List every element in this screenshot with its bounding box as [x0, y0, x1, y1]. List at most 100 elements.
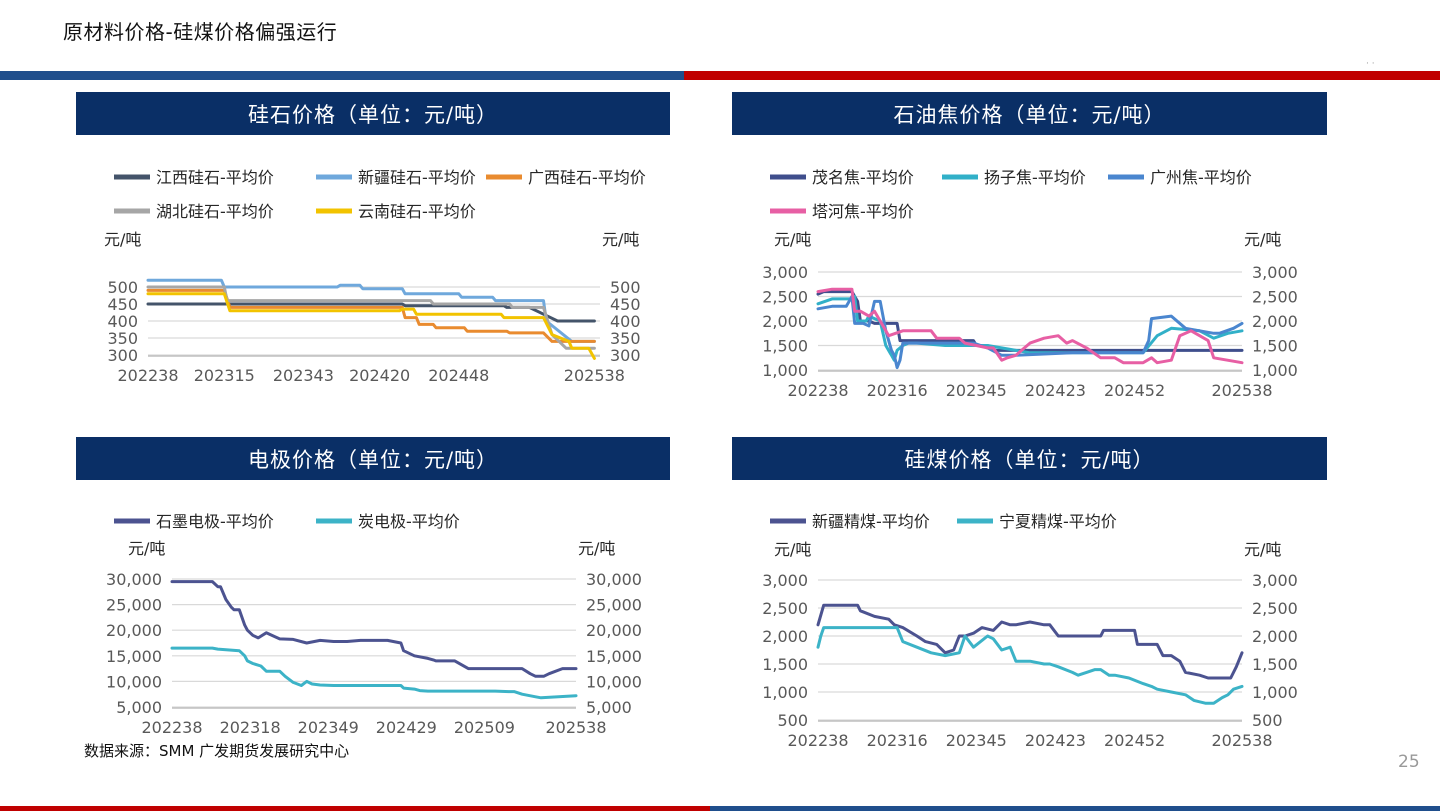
- legend-label: 扬子焦-平均价: [984, 168, 1086, 187]
- x-tick-label: 202345: [946, 381, 1007, 400]
- x-tick-label: 202538: [564, 366, 625, 385]
- series-line: [146, 292, 596, 360]
- series-line: [146, 288, 596, 343]
- y-tick-label-right: 1,000: [1252, 683, 1298, 702]
- legend-label: 新疆精煤-平均价: [812, 512, 930, 531]
- y-tick-label-left: 300: [107, 346, 138, 365]
- x-tick-label: 202345: [946, 731, 1007, 750]
- series-line: [816, 603, 1244, 680]
- y-axis-unit-right: 元/吨: [1244, 540, 1281, 559]
- x-tick-label: 202538: [1211, 381, 1272, 400]
- series-line: [170, 646, 578, 700]
- top-bar-blue: [0, 71, 684, 80]
- y-tick-label-right: 20,000: [586, 621, 642, 640]
- y-tick-label-left: 2,500: [762, 288, 808, 307]
- y-tick-label-right: 1,500: [1252, 655, 1298, 674]
- y-tick-label-left: 3,000: [762, 263, 808, 282]
- bottom-bar-blue: [710, 806, 1440, 811]
- y-tick-label-left: 15,000: [106, 647, 162, 666]
- legend-label: 新疆硅石-平均价: [358, 168, 476, 187]
- y-tick-label-left: 1,000: [762, 683, 808, 702]
- series-line: [816, 626, 1244, 705]
- legend-label: 炭电极-平均价: [358, 512, 460, 531]
- x-tick-label: 202349: [298, 718, 359, 737]
- x-tick-label: 202315: [194, 366, 255, 385]
- y-tick-label-right: 5,000: [586, 698, 632, 717]
- data-source-note: 数据来源：SMM 广发期货发展研究中心: [84, 742, 350, 760]
- y-axis-unit-right: 元/吨: [602, 230, 639, 249]
- y-tick-label-left: 2,000: [762, 312, 808, 331]
- y-tick-label-left: 20,000: [106, 621, 162, 640]
- y-tick-label-right: 10,000: [586, 672, 642, 691]
- legend-label: 塔河焦-平均价: [812, 202, 914, 221]
- series-line: [816, 295, 1244, 370]
- legend-label: 宁夏精煤-平均价: [999, 512, 1117, 531]
- series-line: [816, 287, 1244, 365]
- x-tick-label: 202509: [454, 718, 515, 737]
- y-tick-label-right: 2,500: [1252, 599, 1298, 618]
- legend-label: 石墨电极-平均价: [156, 512, 274, 531]
- y-tick-label-left: 450: [107, 295, 138, 314]
- x-tick-label: 202343: [273, 366, 334, 385]
- y-axis-unit-left: 元/吨: [104, 230, 141, 249]
- y-tick-label-left: 1,500: [762, 655, 808, 674]
- series-line: [170, 580, 578, 678]
- y-axis-unit-right: 元/吨: [578, 539, 615, 558]
- panel-header-petcoke: 石油焦价格（单位：元/吨）: [732, 92, 1327, 135]
- y-tick-label-left: 1,500: [762, 337, 808, 356]
- x-tick-label: 202316: [867, 381, 928, 400]
- y-tick-label-left: 30,000: [106, 570, 162, 589]
- x-tick-label: 202238: [141, 718, 202, 737]
- panel-header-silicon-coal: 硅煤价格（单位：元/吨）: [732, 437, 1327, 480]
- y-tick-label-left: 3,000: [762, 571, 808, 590]
- y-axis-unit-left: 元/吨: [774, 540, 811, 559]
- legend-label: 广西硅石-平均价: [528, 168, 646, 187]
- y-tick-label-left: 25,000: [106, 596, 162, 615]
- y-tick-label-left: 500: [777, 711, 808, 730]
- y-tick-label-left: 1,000: [762, 361, 808, 380]
- y-tick-label-left: 500: [107, 278, 138, 297]
- y-tick-label-right: 3,000: [1252, 571, 1298, 590]
- y-tick-label-left: 400: [107, 312, 138, 331]
- x-tick-label: 202318: [220, 718, 281, 737]
- x-tick-label: 202452: [1104, 381, 1165, 400]
- y-axis-unit-right: 元/吨: [1244, 230, 1281, 249]
- panel-header-silica: 硅石价格（单位：元/吨）: [76, 92, 670, 135]
- y-tick-label-right: 500: [610, 278, 641, 297]
- legend-label: 茂名焦-平均价: [812, 168, 914, 187]
- x-tick-label: 202316: [867, 731, 928, 750]
- panel-header-electrode: 电极价格（单位：元/吨）: [76, 437, 670, 480]
- y-tick-label-right: 2,000: [1252, 627, 1298, 646]
- y-tick-label-right: 3,000: [1252, 263, 1298, 282]
- y-tick-label-right: 25,000: [586, 596, 642, 615]
- top-bar-red: [684, 71, 1440, 80]
- y-tick-label-right: 400: [610, 312, 641, 331]
- x-tick-label: 202423: [1025, 731, 1086, 750]
- y-tick-label-right: 300: [610, 346, 641, 365]
- y-tick-label-left: 2,500: [762, 599, 808, 618]
- y-tick-label-left: 350: [107, 329, 138, 348]
- y-tick-label-left: 2,000: [762, 627, 808, 646]
- page-number: 25: [1398, 752, 1420, 772]
- legend-label: 云南硅石-平均价: [358, 202, 476, 221]
- x-tick-label: 202448: [428, 366, 489, 385]
- y-tick-label-right: 350: [610, 329, 641, 348]
- y-axis-unit-left: 元/吨: [128, 539, 165, 558]
- corner-mark: · ·: [1366, 59, 1375, 69]
- legend-label: 广州焦-平均价: [1150, 168, 1252, 187]
- y-tick-label-right: 2,500: [1252, 288, 1298, 307]
- x-tick-label: 202238: [787, 731, 848, 750]
- legend-label: 湖北硅石-平均价: [156, 202, 274, 221]
- y-tick-label-right: 15,000: [586, 647, 642, 666]
- x-tick-label: 202429: [376, 718, 437, 737]
- legend-label: 江西硅石-平均价: [156, 168, 274, 187]
- y-tick-label-right: 2,000: [1252, 312, 1298, 331]
- y-tick-label-left: 10,000: [106, 672, 162, 691]
- page-title: 原材料价格-硅煤价格偏强运行: [63, 20, 338, 44]
- x-tick-label: 202538: [545, 718, 606, 737]
- y-tick-label-right: 30,000: [586, 570, 642, 589]
- y-tick-label-left: 5,000: [116, 698, 162, 717]
